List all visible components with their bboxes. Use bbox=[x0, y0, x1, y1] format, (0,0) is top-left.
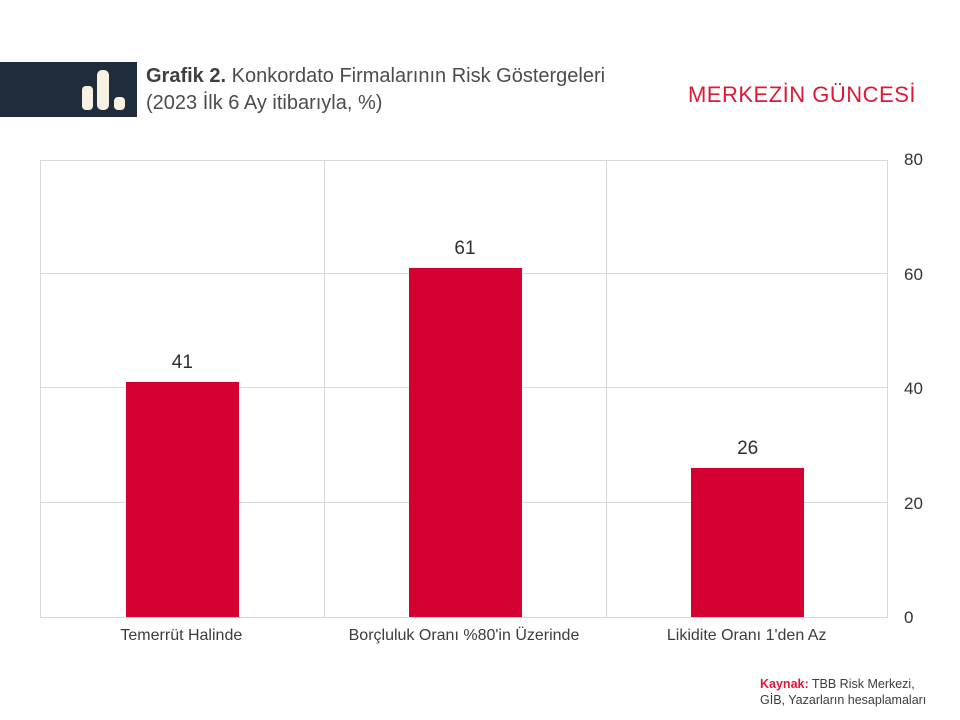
source-line1: Kaynak: TBB Risk Merkezi, bbox=[760, 676, 926, 692]
chart-title-line2: (2023 İlk 6 Ay itibarıyla, %) bbox=[146, 92, 383, 114]
source-line2: GİB, Yazarların hesaplamaları bbox=[760, 693, 927, 707]
bar-value-2: 61 bbox=[454, 237, 476, 259]
v-gridline bbox=[606, 161, 608, 617]
chart-title: Grafik 2. Konkordato Firmalarının Risk G… bbox=[146, 63, 605, 117]
y-tick-label: 40 bbox=[904, 379, 923, 398]
y-tick-label: 60 bbox=[904, 264, 923, 284]
x-category-label: Borçluluk Oranı %80'in Üzerinde bbox=[348, 627, 580, 644]
source-note: Kaynak: TBB Risk Merkezi, GİB, Yazarları… bbox=[760, 676, 926, 708]
bar-1 bbox=[125, 382, 239, 617]
chart-title-line1: Grafik 2. Konkordato Firmalarının Risk G… bbox=[146, 63, 605, 90]
logo bbox=[0, 62, 137, 117]
bar-2 bbox=[408, 267, 522, 617]
x-category-label: Temerrüt Halinde bbox=[120, 627, 243, 644]
bar-value-3: 26 bbox=[737, 438, 759, 460]
chart-title-prefix: Grafik 2. bbox=[146, 65, 227, 87]
bar-chart-icon bbox=[82, 69, 125, 110]
chart-title-text: Konkordato Firmalarının Risk Göstergeler… bbox=[226, 65, 606, 87]
plot-area: 41 61 26 bbox=[40, 160, 888, 618]
y-tick-label: 20 bbox=[904, 493, 923, 513]
y-tick-label: 80 bbox=[904, 150, 923, 169]
masthead: MERKEZİN GÜNCESİ bbox=[687, 82, 916, 107]
bar-value-1: 41 bbox=[171, 352, 193, 374]
source-label: Kaynak: bbox=[760, 677, 809, 691]
v-gridline bbox=[323, 161, 325, 617]
source-text-1: TBB Risk Merkezi, bbox=[808, 677, 915, 691]
y-tick-label: 0 bbox=[904, 608, 914, 627]
bar-3 bbox=[691, 468, 805, 617]
x-category-label: Likidite Oranı 1'den Az bbox=[666, 627, 827, 644]
